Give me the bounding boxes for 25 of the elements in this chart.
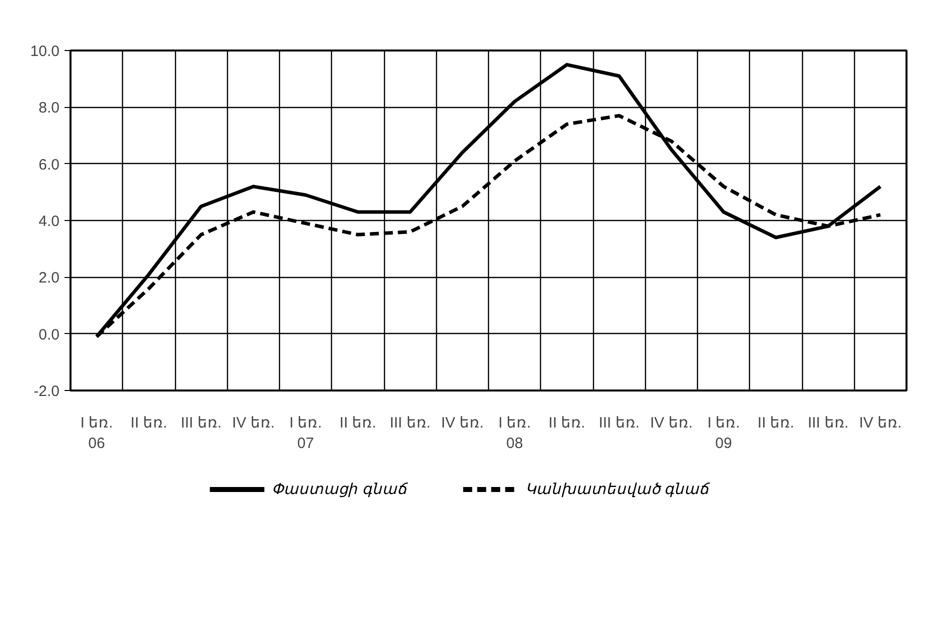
y-tick-label: -2.0 <box>34 383 60 400</box>
y-tick-label: 6.0 <box>38 156 60 174</box>
y-tick-label: 10.0 <box>30 43 60 60</box>
x-tick-label: II եռ. <box>340 414 376 432</box>
x-tick-label: IV եռ. <box>650 414 693 432</box>
x-tick-label: III եռ. <box>598 414 640 432</box>
legend-label: Կանխատեսված գնաճ <box>524 481 710 498</box>
x-tick-label: II եռ. <box>130 414 168 432</box>
legend-label: Փաստացի գնաճ <box>272 481 408 498</box>
x-tick-label: III եռ. <box>180 414 222 432</box>
x-tick-label: III եռ. <box>390 414 431 432</box>
y-tick-label: 4.0 <box>38 213 60 230</box>
y-tick-label: 2.0 <box>38 270 60 287</box>
x-tick-label: I եռ. 07 <box>289 414 322 452</box>
x-tick-label: IV եռ. <box>232 414 275 432</box>
x-tick-label: II եռ. <box>758 414 794 432</box>
x-tick-label: II եռ. <box>548 414 586 432</box>
x-tick-label: I եռ. 08 <box>498 414 531 452</box>
x-tick-label: I եռ. 06 <box>80 414 113 452</box>
x-tick-label: IV եռ. <box>441 414 484 432</box>
x-tick-label: IV եռ. <box>859 414 902 432</box>
x-tick-label: I եռ. 09 <box>707 414 740 452</box>
y-tick-label: 0.0 <box>38 326 60 344</box>
x-tick-label: III եռ. <box>808 414 849 432</box>
y-tick-label: 8.0 <box>38 100 60 117</box>
